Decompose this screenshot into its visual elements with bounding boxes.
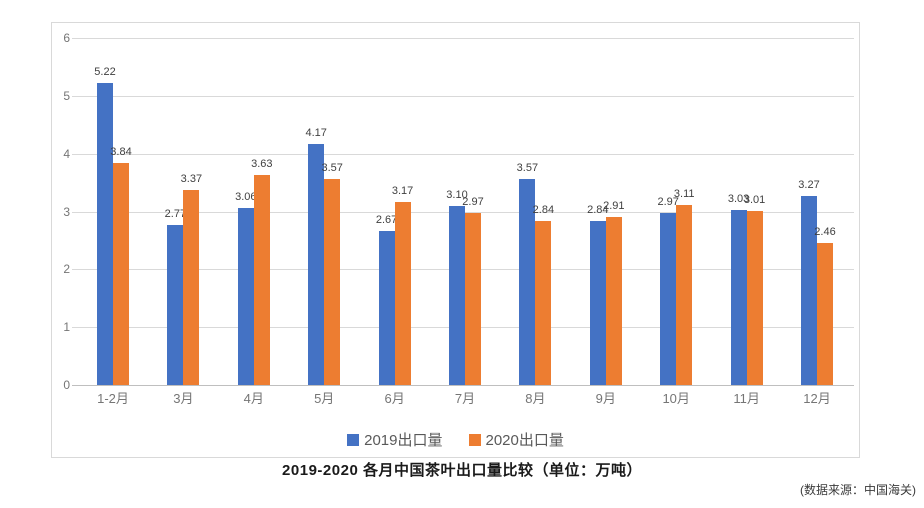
gridline-6	[72, 38, 854, 40]
bar-2020出口量-5月	[324, 178, 341, 385]
bar-2019出口量-5月	[308, 143, 325, 385]
value-label-2019出口量-7月: 3.10	[446, 188, 468, 201]
legend-label-2019: 2019出口量	[364, 432, 443, 449]
x-axis-label-1-2月: 1-2月	[97, 391, 129, 406]
gridline-5	[72, 96, 854, 97]
x-axis-label-10月: 10月	[662, 391, 690, 406]
value-label-2020出口量-4月: 3.63	[251, 158, 273, 171]
x-axis-label-4月: 4月	[243, 391, 264, 406]
y-axis-tick-label-4: 4	[63, 146, 70, 161]
bar-2020出口量-8月	[535, 220, 552, 385]
bar-2020出口量-12月	[817, 242, 833, 385]
legend-label-2020: 2020出口量	[485, 432, 564, 449]
y-axis-tick-label-2: 2	[63, 262, 70, 277]
bar-2019出口量-11月	[730, 209, 747, 385]
value-label-2020出口量-1-2月: 3.84	[110, 146, 132, 159]
legend-swatch-2019-icon	[347, 433, 360, 446]
legend-item-2020: 2020出口量	[468, 429, 564, 450]
value-label-2019出口量-4月: 3.06	[235, 191, 257, 204]
value-label-2020出口量-7月: 2.97	[462, 196, 484, 209]
bar-2020出口量-3月	[183, 190, 200, 385]
bar-2020出口量-10月	[676, 205, 693, 385]
y-axis-tick-label-5: 5	[63, 89, 70, 103]
value-label-2020出口量-3月: 3.37	[180, 173, 203, 186]
y-axis-tick-label-6: 6	[63, 31, 70, 46]
bar-2020出口量-4月	[253, 175, 270, 385]
bar-2019出口量-12月	[801, 195, 817, 385]
y-axis-tick-label-3: 3	[63, 204, 70, 219]
value-label-2019出口量-3月: 2.77	[164, 207, 187, 220]
value-label-2019出口量-11月: 3.03	[727, 192, 750, 205]
x-axis-label-6月: 6月	[384, 391, 405, 406]
bar-2019出口量-10月	[660, 213, 677, 385]
bar-2019出口量-9月	[589, 220, 606, 385]
data-source-note: (数据来源：中国海关)	[800, 483, 916, 497]
gridline-4	[72, 153, 854, 155]
bar-2019出口量-7月	[449, 205, 465, 385]
bar-2020出口量-11月	[746, 211, 763, 385]
value-label-2020出口量-5月: 3.57	[321, 161, 343, 174]
bar-2020出口量-6月	[394, 201, 411, 385]
x-axis-label-7月: 7月	[454, 391, 476, 406]
x-axis-label-8月: 8月	[525, 391, 546, 406]
legend-item-2019: 2019出口量	[347, 429, 443, 450]
bar-2019出口量-6月	[378, 230, 395, 385]
value-label-2019出口量-1-2月: 5.22	[94, 66, 116, 79]
value-label-2019出口量-10月: 2.97	[657, 196, 679, 209]
legend-swatch-2020-icon	[468, 433, 481, 446]
value-label-2019出口量-8月: 3.57	[516, 161, 539, 174]
x-axis-label-5月: 5月	[314, 391, 335, 406]
value-label-2020出口量-8月: 2.84	[532, 203, 555, 216]
bar-2019出口量-3月	[167, 224, 184, 385]
bar-2019出口量-8月	[519, 178, 536, 385]
y-axis-tick-label-0: 0	[63, 378, 70, 392]
chart-plot-frame: 0 1 2 3 4 5 6 5.22 3.84 2.77 3.37 3.06 3.63 4.17 3.57…	[51, 22, 860, 458]
bar-2020出口量-9月	[605, 216, 622, 385]
bar-2019出口量-4月	[237, 208, 254, 385]
bar-2020出口量-7月	[465, 213, 481, 385]
x-axis-label-11月: 11月	[733, 391, 760, 406]
value-label-2020出口量-12月: 2.46	[814, 225, 836, 238]
y-axis-tick-label-1: 1	[63, 320, 70, 335]
value-label-2020出口量-11月: 3.01	[743, 194, 766, 207]
bar-2019出口量-1-2月	[97, 83, 113, 385]
gridline-0	[72, 385, 854, 386]
x-axis-label-3月: 3月	[173, 391, 194, 406]
chart-legend: 2019出口量 2020出口量	[52, 429, 859, 450]
value-label-2020出口量-6月: 3.17	[391, 184, 414, 197]
value-label-2020出口量-9月: 2.91	[603, 199, 625, 212]
x-axis-label-12月: 12月	[803, 391, 831, 406]
value-label-2020出口量-10月: 3.11	[673, 188, 695, 201]
value-label-2019出口量-5月: 4.17	[305, 126, 327, 139]
x-axis-label-9月: 9月	[595, 391, 616, 406]
chart-title: 2019-2020 各月中国茶叶出口量比较（单位：万吨）	[282, 462, 642, 479]
value-label-2019出口量-12月: 3.27	[798, 178, 820, 191]
bar-2020出口量-1-2月	[113, 163, 129, 385]
value-label-2019出口量-6月: 2.67	[375, 213, 398, 226]
value-label-2019出口量-9月: 2.84	[587, 203, 609, 216]
